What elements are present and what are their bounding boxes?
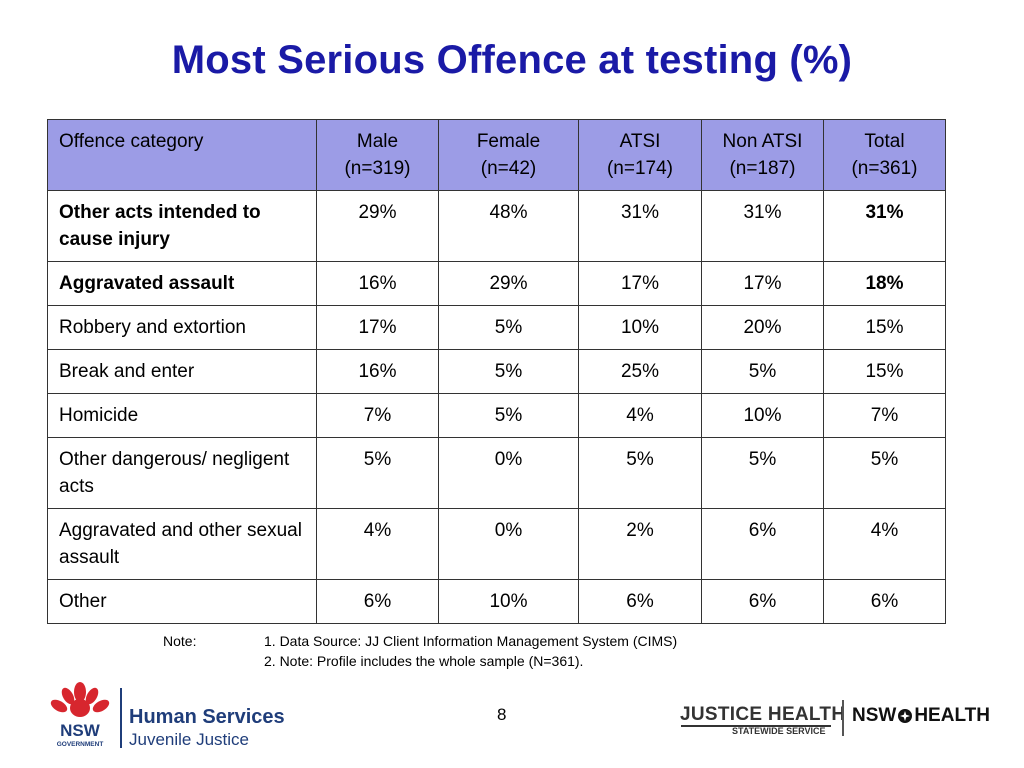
justice-health-rule (681, 725, 831, 727)
header-sublabel: (n=187) (729, 158, 796, 179)
table-row: Other acts intended to cause injury 29% 48… (47, 190, 946, 262)
logo-divider (120, 688, 122, 748)
value-cell: 10% (701, 393, 824, 438)
header-cell: Non ATSI (n=187) (701, 119, 824, 191)
waratah-icon (50, 682, 110, 717)
header-label: Total (864, 131, 905, 152)
header-sublabel: (n=361) (851, 158, 918, 179)
nsw-text: NSW (60, 721, 101, 740)
offence-table: Offence category Male (n=319) Female (n=42… (47, 119, 946, 624)
header-label: Offence category (59, 131, 204, 152)
value-cell: 6% (578, 579, 702, 624)
category-cell: Other dangerous/ negligent acts (47, 437, 317, 509)
value-cell: 31% (823, 190, 946, 262)
value-cell: 6% (823, 579, 946, 624)
value-cell: 15% (823, 349, 946, 394)
value-cell: 6% (316, 579, 439, 624)
table-row: Robbery and extortion 17% 5% 10% 20% 15% (47, 305, 946, 350)
value-cell: 31% (578, 190, 702, 262)
waratah-icon (898, 709, 913, 723)
value-cell: 16% (316, 349, 439, 394)
table-row: Aggravated and other sexual assault 4% 0% 2… (47, 508, 946, 580)
value-cell: 4% (578, 393, 702, 438)
header-label: Male (356, 131, 399, 152)
value-cell: 17% (701, 261, 824, 306)
header-cell: Female (n=42) (438, 119, 579, 191)
slide-title: Most Serious Offence at testing (%) (171, 38, 853, 82)
value-cell: 15% (823, 305, 946, 350)
category-cell: Homicide (47, 393, 317, 438)
logo-divider (842, 700, 844, 736)
category-cell: Break and enter (47, 349, 317, 394)
category-cell: Aggravated and other sexual assault (47, 508, 317, 580)
value-cell: 4% (823, 508, 946, 580)
table-row: Other 6% 10% 6% 6% 6% (47, 579, 946, 624)
header-label: ATSI (619, 131, 661, 152)
category-cell: Robbery and extortion (47, 305, 317, 350)
header-sublabel: (n=319) (344, 158, 411, 179)
note-label: Note: (163, 633, 197, 649)
value-cell: 2% (578, 508, 702, 580)
value-cell: 18% (823, 261, 946, 306)
value-cell: 10% (438, 579, 579, 624)
table-row: Homicide 7% 5% 4% 10% 7% (47, 393, 946, 438)
value-cell: 5% (578, 437, 702, 509)
header-cell: Male (n=319) (316, 119, 439, 191)
nsw-health-right: HEALTH (914, 705, 990, 726)
note-line: 1. Data Source: JJ Client Information Ma… (264, 633, 678, 649)
value-cell: 5% (316, 437, 439, 509)
value-cell: 29% (438, 261, 579, 306)
value-cell: 6% (701, 579, 824, 624)
table-header-row: Offence category Male (n=319) Female (n=42… (47, 119, 946, 191)
value-cell: 5% (701, 349, 824, 394)
table-row: Other dangerous/ negligent acts 5% 0% 5% 5% 5… (47, 437, 946, 509)
category-cell: Other acts intended to cause injury (47, 190, 317, 262)
value-cell: 5% (823, 437, 946, 509)
category-cell: Aggravated assault (47, 261, 317, 306)
header-label: Non ATSI (722, 131, 803, 152)
nsw-waratah-logo: NSW GOVERNMENT (50, 682, 110, 748)
statewide-service-label: STATEWIDE SERVICE (732, 726, 826, 736)
category-cell: Other (47, 579, 317, 624)
page-number: 8 (497, 705, 507, 724)
note-line: 2. Note: Profile includes the whole samp… (264, 653, 584, 669)
value-cell: 48% (438, 190, 579, 262)
header-cell: ATSI (n=174) (578, 119, 702, 191)
value-cell: 5% (438, 393, 579, 438)
value-cell: 10% (578, 305, 702, 350)
value-cell: 4% (316, 508, 439, 580)
value-cell: 29% (316, 190, 439, 262)
header-cell: Offence category (47, 119, 317, 191)
value-cell: 7% (823, 393, 946, 438)
value-cell: 5% (438, 305, 579, 350)
nsw-health-logo: NSW HEALTH (852, 705, 990, 727)
value-cell: 25% (578, 349, 702, 394)
justice-health-label: JUSTICE HEALTH (680, 704, 846, 725)
header-cell: Total (n=361) (823, 119, 946, 191)
value-cell: 17% (316, 305, 439, 350)
value-cell: 6% (701, 508, 824, 580)
table-row: Break and enter 16% 5% 25% 5% 15% (47, 349, 946, 394)
value-cell: 0% (438, 437, 579, 509)
human-services-label: Human Services (129, 706, 285, 728)
value-cell: 5% (438, 349, 579, 394)
header-label: Female (476, 131, 541, 152)
header-sublabel: (n=174) (606, 158, 674, 179)
table-row: Aggravated assault 16% 29% 17% 17% 18% (47, 261, 946, 306)
header-sublabel: (n=42) (480, 158, 537, 179)
value-cell: 5% (701, 437, 824, 509)
juvenile-justice-label: Juvenile Justice (129, 730, 250, 749)
value-cell: 7% (316, 393, 439, 438)
nsw-health-left: NSW (852, 705, 897, 726)
value-cell: 31% (701, 190, 824, 262)
value-cell: 0% (438, 508, 579, 580)
value-cell: 17% (578, 261, 702, 306)
value-cell: 16% (316, 261, 439, 306)
value-cell: 20% (701, 305, 824, 350)
nsw-sub-text: GOVERNMENT (57, 741, 104, 748)
